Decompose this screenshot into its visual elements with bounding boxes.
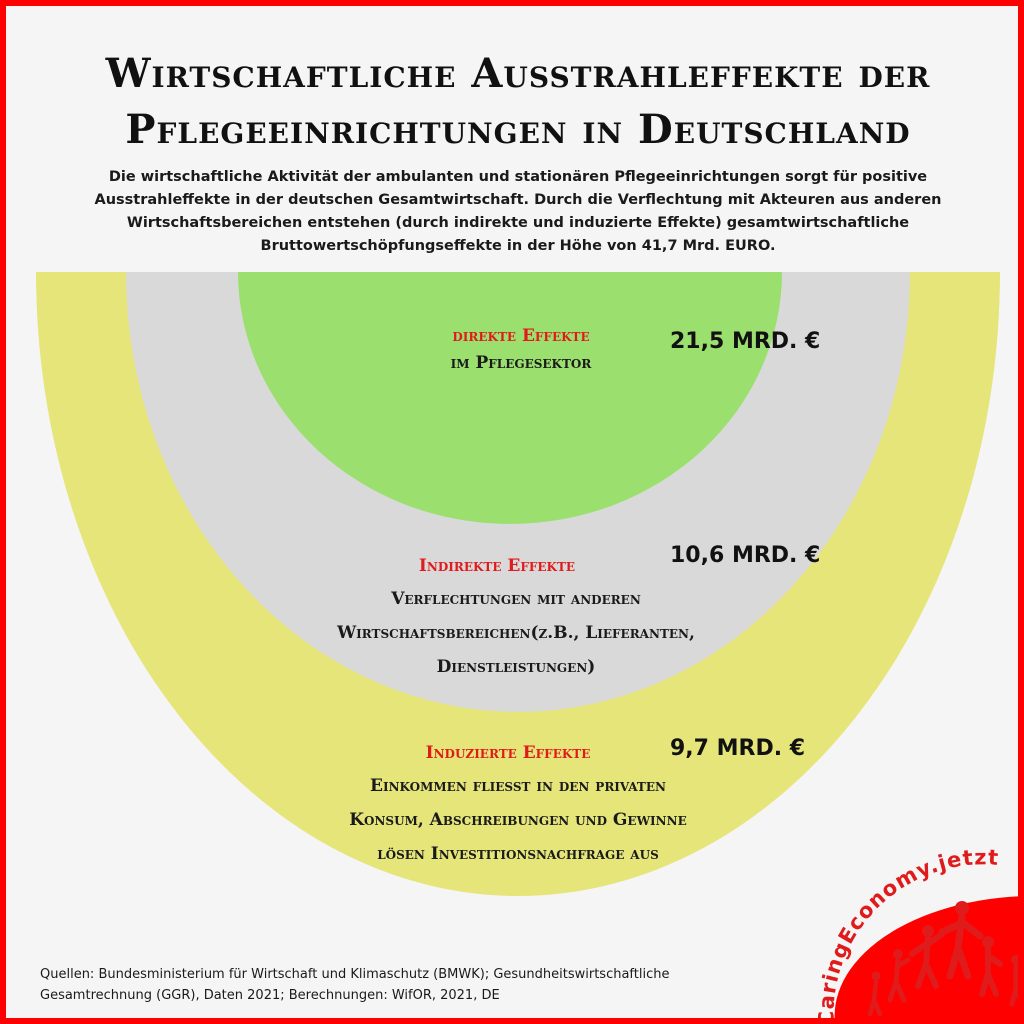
direct-effects-value: 21,5 MRD. €: [670, 329, 821, 354]
induced-effects-desc-3: lösen Investitionsnachfrage aus: [377, 844, 659, 864]
title-line-1: Wirtschaftliche Ausstrahleffekte der: [105, 50, 931, 97]
effect-rings: [36, 272, 1000, 896]
sources-line-2: Gesamtrechnung (GGR), Daten 2021; Berech…: [40, 988, 500, 1003]
induced-effects-block: Induzierte Effekte Einkommen fließt in d…: [286, 743, 750, 871]
induced-effects-value: 9,7 MRD. €: [670, 736, 806, 761]
induced-effects-desc-2: Konsum, Abschreibungen und Gewinne: [349, 810, 687, 830]
intro-text: Die wirtschaftliche Aktivität der ambula…: [94, 169, 942, 254]
caring-economy-logo: CaringEconomy.jetzt: [814, 845, 1018, 1018]
indirect-effects-block: Indirekte Effekte Verflechtungen mit and…: [276, 556, 756, 684]
direct-effects-block: direkte Effekte im Pflegesektor: [386, 326, 656, 380]
sources-text: Quellen: Bundesministerium für Wirtschaf…: [40, 964, 740, 1006]
direct-effects-label: direkte Effekte: [452, 326, 590, 346]
direct-circle: [238, 272, 782, 524]
induced-effects-desc-1: Einkommen fließt in den privaten: [370, 776, 666, 796]
page-title: Wirtschaftliche Ausstrahleffekte der Pfl…: [6, 46, 1018, 158]
induced-effects-label: Induzierte Effekte: [425, 743, 591, 763]
indirect-effects-desc-2: Wirtschaftsbereichen(z.B., Lieferanten,: [337, 623, 695, 643]
sources-line-1: Quellen: Bundesministerium für Wirtschaf…: [40, 967, 670, 982]
logo-people-icon: [867, 901, 1018, 1017]
indirect-effects-desc-1: Verflechtungen mit anderen: [391, 589, 641, 609]
indirect-effects-value: 10,6 MRD. €: [670, 543, 821, 568]
indirect-effects-label: Indirekte Effekte: [418, 556, 576, 576]
title-line-2: Pflegeeinrichtungen in Deutschland: [125, 106, 911, 153]
direct-effects-desc: im Pflegesektor: [450, 353, 592, 373]
indirect-effects-desc-3: Dienstleistungen): [436, 657, 596, 677]
